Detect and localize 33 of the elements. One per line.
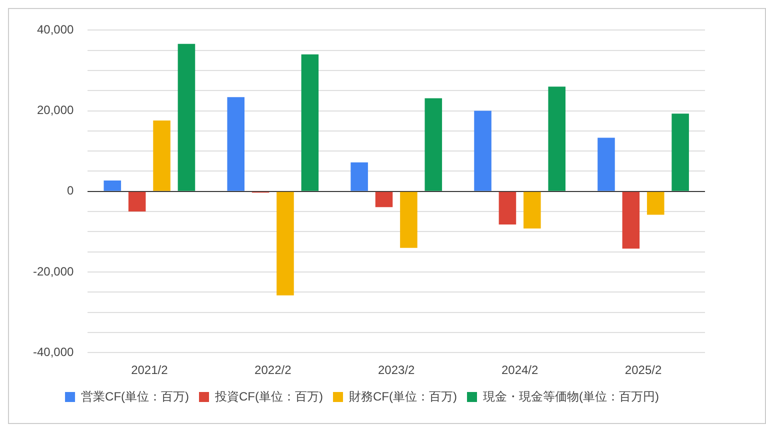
bar: [400, 192, 418, 248]
x-tick-label: 2023/2: [378, 363, 416, 378]
y-tick-label: -40,000: [32, 344, 74, 359]
y-tick-label: -20,000: [32, 264, 74, 278]
bar: [498, 192, 516, 224]
bar: [672, 114, 689, 191]
x-tick-label: 2022/2: [254, 363, 292, 378]
bar: [375, 192, 393, 208]
x-tick-label: 2021/2: [131, 363, 168, 378]
bar: [128, 192, 146, 212]
bar: [622, 192, 640, 249]
bar: [276, 192, 294, 296]
bar: [350, 162, 368, 191]
x-tick-label: 2024/2: [501, 363, 538, 378]
y-tick-label: 0: [67, 184, 74, 198]
bar: [646, 192, 664, 215]
legend-label: 営業CF(単位：百万): [81, 389, 190, 404]
y-tick-label: 40,000: [36, 22, 74, 37]
legend-label: 財務CF(単位：百万): [349, 389, 457, 404]
bar: [301, 54, 319, 191]
bar: [524, 192, 541, 228]
bar: [424, 98, 442, 191]
bar: [598, 138, 615, 191]
bar: [178, 44, 196, 191]
legend-label: 現金・現金等価物(単位：百万円): [482, 389, 659, 404]
x-tick-label: 2025/2: [624, 363, 662, 378]
bar: [227, 97, 244, 191]
bar: [548, 86, 566, 191]
y-tick-label: 20,000: [36, 103, 74, 118]
bar: [474, 110, 492, 191]
legend-label: 投資CF(単位：百万): [214, 389, 324, 404]
bar: [153, 120, 170, 191]
bar: [104, 180, 122, 191]
